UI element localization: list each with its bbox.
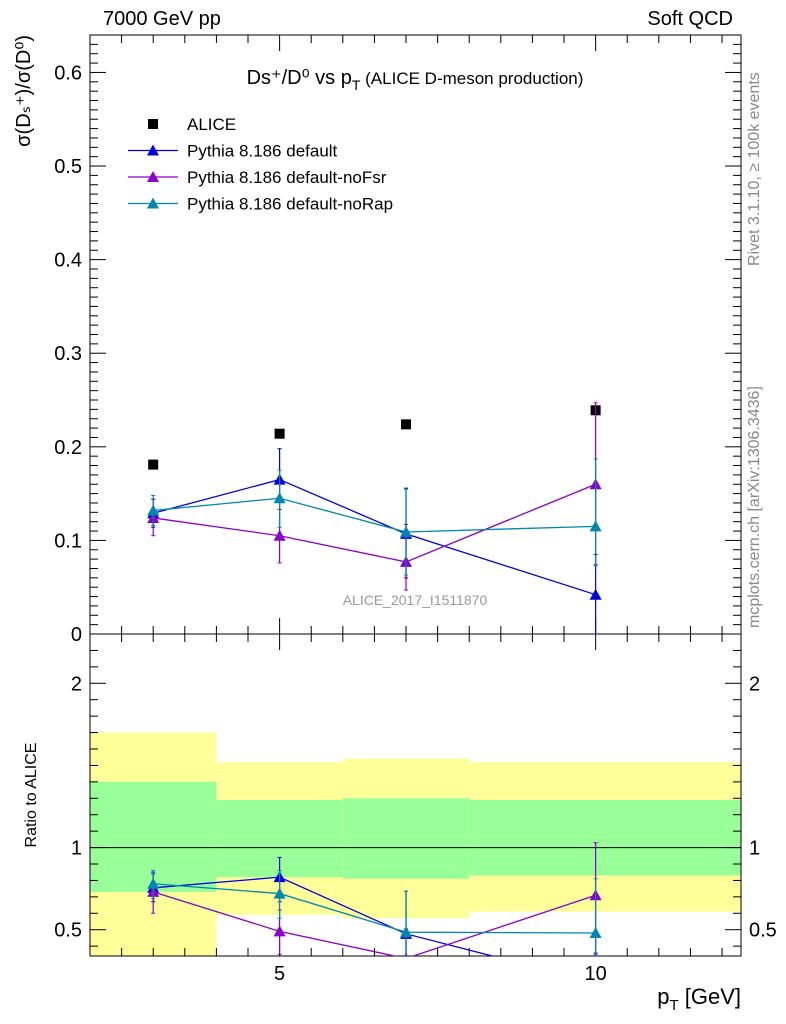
- ratio-ytick-label-right-0: 0.5: [749, 920, 777, 942]
- watermark: ALICE_2017_I1511870: [343, 592, 488, 608]
- legend-marker-2: [147, 171, 159, 182]
- ratio-series-group: [147, 842, 602, 956]
- legend-label-3: Pythia 8.186 default-noRap: [187, 195, 393, 214]
- main-series-line-2: [153, 483, 596, 563]
- main-point-3-0: [147, 504, 160, 516]
- legend-marker-1: [147, 144, 159, 156]
- ratio-point-2-0: [147, 877, 160, 889]
- legend-label-0: ALICE: [187, 115, 236, 134]
- band-green-3: [469, 799, 741, 876]
- ratio-ytick-label-right-1: 1: [749, 838, 760, 860]
- main-point-1-3: [589, 588, 602, 600]
- main-series-line-3: [153, 497, 596, 533]
- main-series-line-1: [153, 478, 596, 596]
- ratio-ytick-label-1: 1: [71, 838, 82, 860]
- band-green-2: [342, 798, 470, 879]
- main-ytick-label-5: 0.5: [54, 156, 82, 178]
- header-left: 7000 GeV pp: [103, 8, 221, 30]
- main-ytick-label-4: 0.4: [54, 250, 82, 272]
- main-series-group: [147, 402, 602, 634]
- main-point-alice-0: [148, 459, 159, 470]
- legend-label-1: Pythia 8.186 default: [187, 142, 338, 161]
- ratio-point-2-2: [400, 926, 413, 938]
- legend-label-2: Pythia 8.186 default-noFsr: [187, 168, 387, 187]
- main-ytick-label-3: 0.3: [54, 343, 82, 365]
- ratio-ytick-label-2: 2: [71, 673, 82, 695]
- header-right: Soft QCD: [647, 8, 733, 30]
- main-point-alice-2: [401, 419, 412, 430]
- xtick-label-0: 5: [274, 963, 285, 985]
- main-y-axis-label: σ(Dₛ⁺)/σ(D⁰): [13, 35, 35, 147]
- ratio-series-line-2: [153, 883, 596, 934]
- ratio-series-line-1: [153, 891, 596, 956]
- ratio-y-axis-label: Ratio to ALICE: [23, 743, 40, 848]
- legend-marker-3: [147, 197, 159, 209]
- ratio-series-line-0: [153, 876, 495, 956]
- ratio-point-2-3: [589, 927, 602, 938]
- ratio-ytick-label-right-2: 2: [749, 673, 760, 695]
- main-point-alice-1: [274, 428, 285, 439]
- main-point-3-2: [400, 525, 413, 537]
- main-point-3-1: [273, 492, 286, 504]
- main-point-3-3: [589, 520, 602, 532]
- x-axis-label: pT [GeV]: [657, 984, 741, 1014]
- xtick-label-1: 10: [585, 963, 607, 985]
- main-ytick-label-6: 0.6: [54, 62, 82, 84]
- main-ytick-label-2: 0.2: [54, 437, 82, 459]
- main-point-2-1: [273, 529, 286, 541]
- main-ytick-label-0: 0: [71, 624, 82, 646]
- plot-title: Ds⁺/D⁰ vs pT (ALICE D-meson production): [247, 67, 584, 93]
- main-ytick-label-1: 0.1: [54, 530, 82, 552]
- ratio-frame: [89, 633, 742, 957]
- ratio-point-2-1: [273, 887, 286, 899]
- legend-marker-0: [148, 119, 158, 129]
- legend: ALICE Pythia 8.186 default Pythia 8.186 de…: [128, 115, 393, 214]
- ratio-ytick-label-0: 0.5: [54, 920, 82, 942]
- ratio-point-1-1: [273, 925, 286, 937]
